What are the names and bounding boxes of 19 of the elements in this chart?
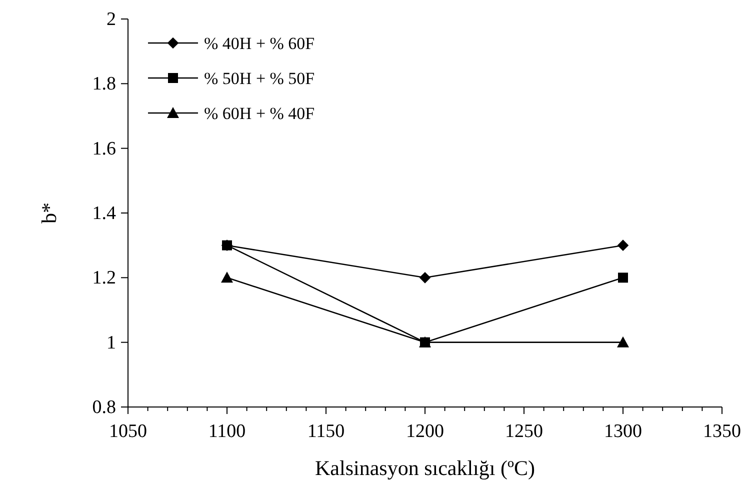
legend-label: % 50H + % 50F <box>204 69 315 88</box>
y-tick-label: 1 <box>106 332 116 354</box>
x-tick-label: 1100 <box>208 421 246 442</box>
x-tick-label: 1050 <box>109 421 147 442</box>
y-tick-label: 1.4 <box>92 203 116 224</box>
legend-label: % 60H + % 40F <box>204 104 315 123</box>
x-tick-label: 1250 <box>505 421 543 442</box>
y-tick-label: 1.8 <box>92 74 116 95</box>
legend-label: % 40H + % 60F <box>204 34 315 53</box>
y-tick-label: 0.8 <box>92 397 116 418</box>
y-tick-label: 1.2 <box>92 268 116 289</box>
x-tick-label: 1200 <box>406 421 444 442</box>
y-tick-label: 1.6 <box>92 138 116 160</box>
y-tick-label: 2 <box>106 9 116 30</box>
y-axis-title: b* <box>37 202 61 224</box>
x-tick-label: 1150 <box>307 421 345 442</box>
x-tick-label: 1350 <box>703 421 741 442</box>
x-axis-title: Kalsinasyon sıcaklığı (ºC) <box>315 456 535 480</box>
x-tick-label: 1300 <box>604 421 642 442</box>
